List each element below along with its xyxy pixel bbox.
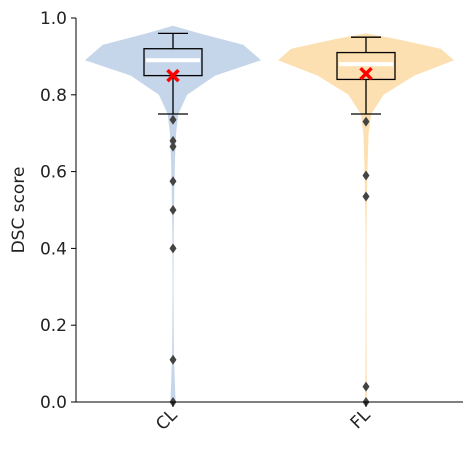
x-tick-label-fl: FL — [347, 405, 375, 433]
outlier-point — [362, 170, 370, 181]
y-tick-label: 0.6 — [40, 163, 67, 183]
iqr-box — [336, 51, 396, 81]
mean-marker — [166, 68, 180, 83]
outlier-point — [362, 191, 370, 202]
plot-area — [85, 25, 454, 407]
y-tick-label: 0.2 — [40, 316, 67, 336]
y-tick-label: 1.0 — [40, 9, 67, 29]
outlier-point — [169, 114, 177, 125]
outlier-point — [169, 135, 177, 146]
violin-group-cl — [85, 25, 261, 407]
outlier-point — [169, 243, 177, 254]
x-tick-label-cl: CL — [152, 405, 182, 435]
outlier-point — [169, 205, 177, 215]
outlier-point — [362, 116, 370, 127]
mean-marker — [359, 66, 373, 81]
y-tick-label: 0.0 — [40, 393, 67, 413]
outlier-point — [362, 381, 370, 392]
y-axis-label: DSC score — [9, 167, 29, 254]
y-tick-label: 0.8 — [40, 86, 67, 106]
violin-body — [278, 33, 454, 403]
y-tick-label: 0.4 — [40, 239, 67, 259]
violin-group-fl — [278, 33, 454, 407]
outlier-point — [169, 176, 177, 187]
outlier-point — [169, 354, 177, 365]
outlier-point — [169, 141, 177, 152]
